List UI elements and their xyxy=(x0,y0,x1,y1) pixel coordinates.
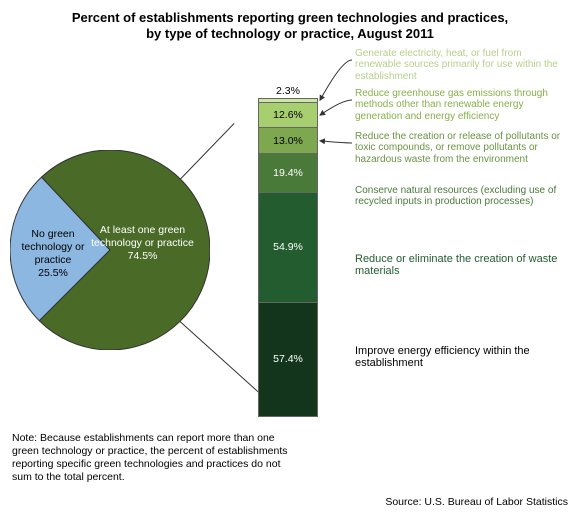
chart-title: Percent of establishments reporting gree… xyxy=(0,0,580,45)
bar-segment-3: 19.4% xyxy=(258,153,318,192)
chart-area: No green technology or practice 25.5% At… xyxy=(0,45,580,425)
bar-segment-desc-1: Reduce greenhouse gas emissions through … xyxy=(355,88,565,123)
bar-segment-1: 12.6% xyxy=(258,102,318,127)
leader-arrow-0 xyxy=(320,60,352,100)
pie-slice-label-no-green: No green technology or practice 25.5% xyxy=(18,228,88,281)
bar-segment-value-2: 13.0% xyxy=(273,135,303,147)
bar-segment-value-0: 2.3% xyxy=(276,85,300,97)
leader-arrow-2 xyxy=(320,140,352,142)
bar-segment-value-3: 19.4% xyxy=(273,167,303,179)
bar-segment-desc-5: Improve energy efficiency within the est… xyxy=(355,345,565,370)
bar-segment-desc-0: Generate electricity, heat, or fuel from… xyxy=(355,48,565,83)
source-attribution: Source: U.S. Bureau of Labor Statistics xyxy=(385,496,568,508)
title-line-1: Percent of establishments reporting gree… xyxy=(72,10,508,25)
bar-segment-value-4: 54.9% xyxy=(273,241,303,253)
title-line-2: by type of technology or practice, Augus… xyxy=(146,26,434,41)
bar-segment-5: 57.4% xyxy=(258,302,318,417)
bar-segment-value-5: 57.4% xyxy=(273,353,303,365)
bar-segment-4: 54.9% xyxy=(258,192,318,302)
bar-segment-2: 13.0% xyxy=(258,127,318,153)
bar-segment-desc-4: Reduce or eliminate the creation of wast… xyxy=(355,253,565,278)
footnote: Note: Because establishments can report … xyxy=(12,432,292,485)
bar-segment-desc-3: Conserve natural resources (excluding us… xyxy=(355,185,565,208)
pie-slice-label-green: At least one green technology or practic… xyxy=(90,224,195,263)
bar-segment-desc-2: Reduce the creation or release of pollut… xyxy=(355,131,565,166)
bar-segment-value-1: 12.6% xyxy=(273,109,303,121)
leader-arrow-1 xyxy=(320,100,352,115)
stacked-bar: 2.3%12.6%13.0%19.4%54.9%57.4% xyxy=(258,98,318,417)
